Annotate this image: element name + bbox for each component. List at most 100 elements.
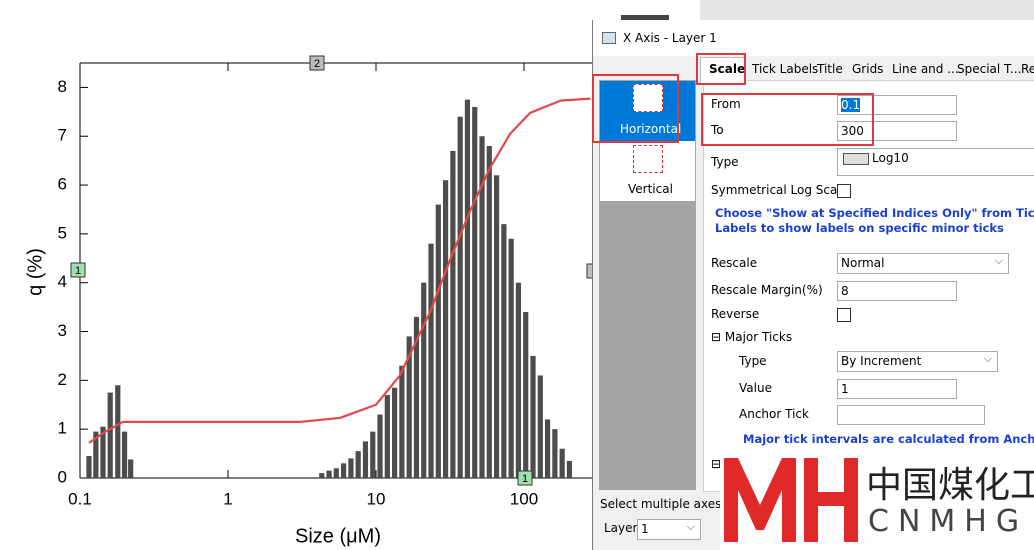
group-header[interactable]: ⊟: [711, 457, 722, 471]
x-axis-title: Size (μM): [295, 525, 381, 547]
from-input[interactable]: 0.1: [837, 95, 957, 115]
horizontal-icon: [633, 84, 663, 112]
bar: [421, 282, 427, 478]
tab[interactable]: Title: [817, 62, 843, 76]
y-tick-label: 1: [58, 419, 67, 438]
highlight-box: [696, 53, 746, 85]
bar: [508, 238, 514, 478]
footer-text: Select multiple axes to: [600, 497, 738, 511]
bar: [464, 99, 471, 478]
y-tick-label: 3: [58, 321, 67, 340]
bar: [121, 431, 128, 478]
y-axis-title: q (%): [24, 248, 46, 296]
field-label: Type: [711, 155, 739, 169]
field-label: Rescale: [711, 256, 758, 270]
axis-tag[interactable]: [517, 470, 533, 486]
checkbox[interactable]: [837, 308, 851, 322]
group-header[interactable]: ⊟ Major Ticks: [711, 330, 793, 344]
window-icon: [621, 15, 669, 23]
axis-tag-label: 1: [522, 473, 528, 485]
margin-input[interactable]: 8: [837, 281, 957, 301]
field-label: Anchor Tick: [739, 407, 809, 421]
bar: [530, 355, 536, 478]
to-input[interactable]: 300: [837, 121, 957, 141]
bar: [457, 116, 463, 479]
rescale-select[interactable]: Normal: [837, 252, 1009, 274]
bar: [362, 441, 369, 478]
tab[interactable]: Tick Labels: [752, 62, 819, 76]
group-label: Major Ticks: [724, 330, 793, 344]
axis-tag-label: 1: [75, 265, 81, 277]
tab[interactable]: Re: [1021, 62, 1034, 76]
bar: [552, 429, 558, 478]
bar: [442, 180, 449, 479]
tab[interactable]: Special T...: [957, 62, 1022, 76]
bar: [428, 243, 434, 478]
field-label: From: [711, 97, 741, 111]
layer-tag[interactable]: [309, 55, 325, 71]
bar: [333, 468, 339, 478]
x-tick-label: 100: [510, 489, 538, 508]
y-tick-label: 2: [58, 370, 67, 389]
axis-tag[interactable]: [70, 262, 86, 278]
type-icon: [843, 153, 869, 165]
bar: [559, 448, 565, 478]
dialog-titlebar: [593, 20, 1034, 56]
bar: [319, 473, 325, 478]
bar: [413, 316, 420, 478]
bar: [326, 470, 332, 478]
field-label: Value: [739, 381, 772, 395]
watermark-logo: [724, 458, 858, 542]
y-tick-label: 0: [58, 467, 67, 486]
bar: [537, 375, 543, 478]
vertical-icon: [633, 145, 663, 173]
checkbox[interactable]: [837, 184, 851, 198]
type-select[interactable]: Log10: [837, 148, 1034, 176]
logo-h: [804, 458, 858, 542]
axis-item-label[interactable]: Horizontal: [620, 122, 682, 136]
y-tick-label: 7: [58, 126, 67, 145]
bar: [515, 282, 522, 478]
field-label: Type: [739, 354, 767, 368]
field-label: To: [711, 123, 724, 137]
y-tick-label: 4: [58, 272, 67, 291]
anchor-input[interactable]: [837, 405, 985, 425]
field-label: Layer: [604, 521, 638, 535]
field-label: Rescale Margin(%): [711, 283, 823, 297]
logo-m: [724, 458, 796, 542]
bar: [472, 106, 478, 479]
tab[interactable]: Line and ...: [892, 62, 959, 76]
x-tick-label: 1: [223, 489, 232, 508]
bar: [128, 459, 134, 478]
bar: [399, 365, 405, 478]
cumulative-line: [88, 97, 591, 444]
bar: [406, 336, 412, 478]
bar: [435, 204, 441, 478]
bar: [100, 426, 106, 478]
layer-tag-label: 2: [314, 58, 320, 70]
bar: [86, 456, 92, 478]
tab[interactable]: Grids: [852, 62, 884, 76]
tab[interactable]: Scale: [709, 62, 746, 76]
bar: [493, 175, 500, 478]
value-input[interactable]: 1: [837, 379, 957, 399]
bar: [479, 136, 485, 478]
bar: [501, 224, 507, 478]
y-tick-label: 6: [58, 175, 67, 194]
x-tick-label: 0.1: [68, 489, 92, 508]
axis-item-label[interactable]: Vertical: [628, 182, 673, 196]
field-label: Reverse: [711, 307, 760, 321]
major-type-select[interactable]: By Increment: [837, 350, 998, 372]
layer-select[interactable]: 1: [637, 518, 701, 540]
bar: [566, 460, 573, 478]
bar: [107, 392, 113, 478]
background-window: [700, 0, 1034, 22]
bar: [450, 150, 456, 478]
bar: [377, 414, 383, 478]
x-tick-label: 10: [367, 489, 386, 508]
bar: [115, 385, 121, 478]
hint: Labels to show labels on specific minor …: [715, 221, 1004, 235]
bar: [348, 458, 354, 478]
